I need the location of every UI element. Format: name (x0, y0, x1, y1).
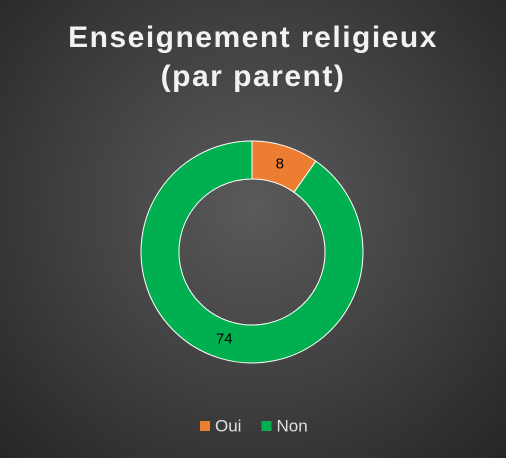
legend-label: Non (276, 416, 307, 435)
donut-slice (140, 140, 364, 364)
data-label: 74 (216, 331, 233, 348)
legend-swatch (200, 421, 210, 431)
chart-title: Enseignement religieux (par parent) (68, 21, 438, 93)
legend-label: Oui (215, 416, 241, 435)
legend-swatch (261, 421, 272, 431)
data-label: 8 (276, 155, 284, 172)
